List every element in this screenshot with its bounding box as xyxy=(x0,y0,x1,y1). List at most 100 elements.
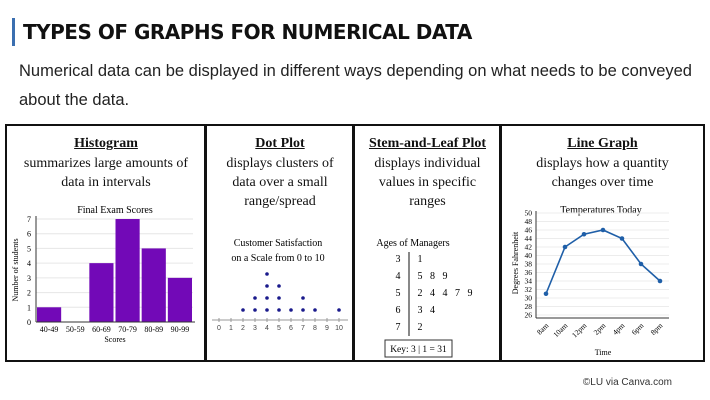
leaf: 5 xyxy=(418,271,423,282)
dot xyxy=(265,296,269,300)
y-axis-label: Number of students xyxy=(11,238,20,301)
y-tick-label: 36 xyxy=(525,268,533,277)
x-tick-label: 40-49 xyxy=(40,325,59,334)
x-tick-label: 60-69 xyxy=(92,325,111,334)
line-graph-panel: Line Graph displays how a quantity chang… xyxy=(502,126,703,360)
chart-title: on a Scale from 0 to 10 xyxy=(231,253,324,264)
histogram-panel: Histogram summarizes large amounts of da… xyxy=(7,126,205,360)
x-tick-label: 50-59 xyxy=(66,325,85,334)
leaf: 4 xyxy=(443,288,448,299)
x-tick-label: 6pm xyxy=(630,321,646,337)
intro-text: Numerical data can be displayed in diffe… xyxy=(19,62,692,109)
key-box xyxy=(384,339,453,358)
leaf: 9 xyxy=(468,288,473,299)
dot xyxy=(277,284,281,288)
y-tick-label: 46 xyxy=(525,226,533,235)
credit-text: ©LU via Canva.com xyxy=(582,377,672,388)
x-axis-label: Scores xyxy=(104,335,125,344)
stem: 6 xyxy=(396,305,401,316)
dot xyxy=(301,296,305,300)
x-tick-label: 70-79 xyxy=(118,325,137,334)
histogram-bar xyxy=(141,248,166,322)
dot xyxy=(277,308,281,312)
x-tick-label: 2 xyxy=(241,325,245,332)
histogram-bar xyxy=(167,277,192,322)
temperature-line xyxy=(545,229,661,295)
histogram-bar xyxy=(37,307,62,322)
stem: 7 xyxy=(396,322,401,333)
data-point xyxy=(619,236,625,241)
y-tick-label: 4 xyxy=(27,259,31,268)
dot xyxy=(253,308,257,312)
y-tick-label: 1 xyxy=(27,303,31,312)
x-tick-label: 80-89 xyxy=(144,325,163,334)
graph-types-table: Histogram summarizes large amounts of da… xyxy=(5,124,705,362)
leaf: 9 xyxy=(443,271,448,282)
x-tick-label: 6 xyxy=(289,325,293,332)
y-tick-label: 38 xyxy=(525,260,533,269)
x-tick-label: 3 xyxy=(253,325,257,332)
stem-leaf-panel: Stem-and-Leaf Plot displays individual v… xyxy=(355,126,500,360)
y-tick-label: 30 xyxy=(525,294,533,303)
x-tick-label: 1 xyxy=(229,325,233,332)
dot xyxy=(337,308,341,312)
dot xyxy=(265,272,269,276)
dot xyxy=(265,308,269,312)
x-tick-label: 4 xyxy=(265,325,269,332)
data-point xyxy=(638,261,644,267)
panel-description: displays how a quantity changes over tim… xyxy=(536,156,669,190)
y-tick-label: 26 xyxy=(525,311,533,320)
x-tick-label: 8 xyxy=(313,325,317,332)
leaf: 2 xyxy=(418,322,423,333)
data-point xyxy=(581,231,587,237)
data-point xyxy=(562,244,568,250)
histogram-bar xyxy=(89,263,114,322)
y-tick-label: 0 xyxy=(27,318,31,327)
leaf: 4 xyxy=(430,288,435,299)
leaf: 2 xyxy=(418,288,423,299)
x-tick-label: 2pm xyxy=(592,321,608,337)
divider xyxy=(204,126,207,360)
y-axis-label: Degrees Fahrenheit xyxy=(511,231,520,294)
histogram-bar xyxy=(115,219,140,322)
x-tick-label: 10am xyxy=(551,321,569,339)
x-tick-label: 4pm xyxy=(611,321,627,337)
page-title: TYPES OF GRAPHS FOR NUMERICAL DATA xyxy=(12,18,472,46)
panel-heading: Stem-and-Leaf Plot xyxy=(368,136,487,151)
leaf: 1 xyxy=(418,254,423,265)
leaf: 7 xyxy=(455,288,460,299)
dot xyxy=(277,296,281,300)
x-tick-label: 0 xyxy=(217,325,221,332)
chart-title: Final Exam Scores xyxy=(77,205,153,216)
dot xyxy=(253,296,257,300)
dot xyxy=(301,308,305,312)
chart-title: Ages of Managers xyxy=(376,238,449,249)
leaf: 4 xyxy=(430,305,435,316)
stem: 4 xyxy=(396,271,401,282)
y-tick-label: 42 xyxy=(525,243,533,252)
divider xyxy=(499,126,502,360)
chart-title: Temperatures Today xyxy=(560,205,641,216)
data-point xyxy=(657,278,663,284)
key-label: Key: 3 | 1 = 31 xyxy=(390,345,447,355)
y-tick-label: 48 xyxy=(525,217,533,226)
y-tick-label: 6 xyxy=(27,230,31,239)
dot-plot-panel: Dot Plot displays clusters of data over … xyxy=(207,126,353,360)
panel-heading: Histogram xyxy=(74,136,138,151)
data-point xyxy=(543,291,549,297)
panel-description: summarizes large amounts of data in inte… xyxy=(23,156,189,190)
x-tick-label: 10 xyxy=(335,325,343,332)
panel-description: displays clusters of data over a small r… xyxy=(226,156,334,209)
chart-title: Customer Satisfaction xyxy=(234,238,323,249)
divider xyxy=(352,126,355,360)
x-tick-label: 8am xyxy=(535,321,551,337)
panel-description: displays individual values in specific r… xyxy=(374,156,481,209)
y-tick-label: 28 xyxy=(525,302,533,311)
x-tick-label: 7 xyxy=(301,325,305,332)
x-tick-label: 90-99 xyxy=(171,325,190,334)
stem: 3 xyxy=(396,254,401,265)
panel-heading: Dot Plot xyxy=(255,136,305,151)
stem: 5 xyxy=(396,288,401,299)
y-tick-label: 32 xyxy=(525,285,533,294)
leaf: 8 xyxy=(430,271,435,282)
